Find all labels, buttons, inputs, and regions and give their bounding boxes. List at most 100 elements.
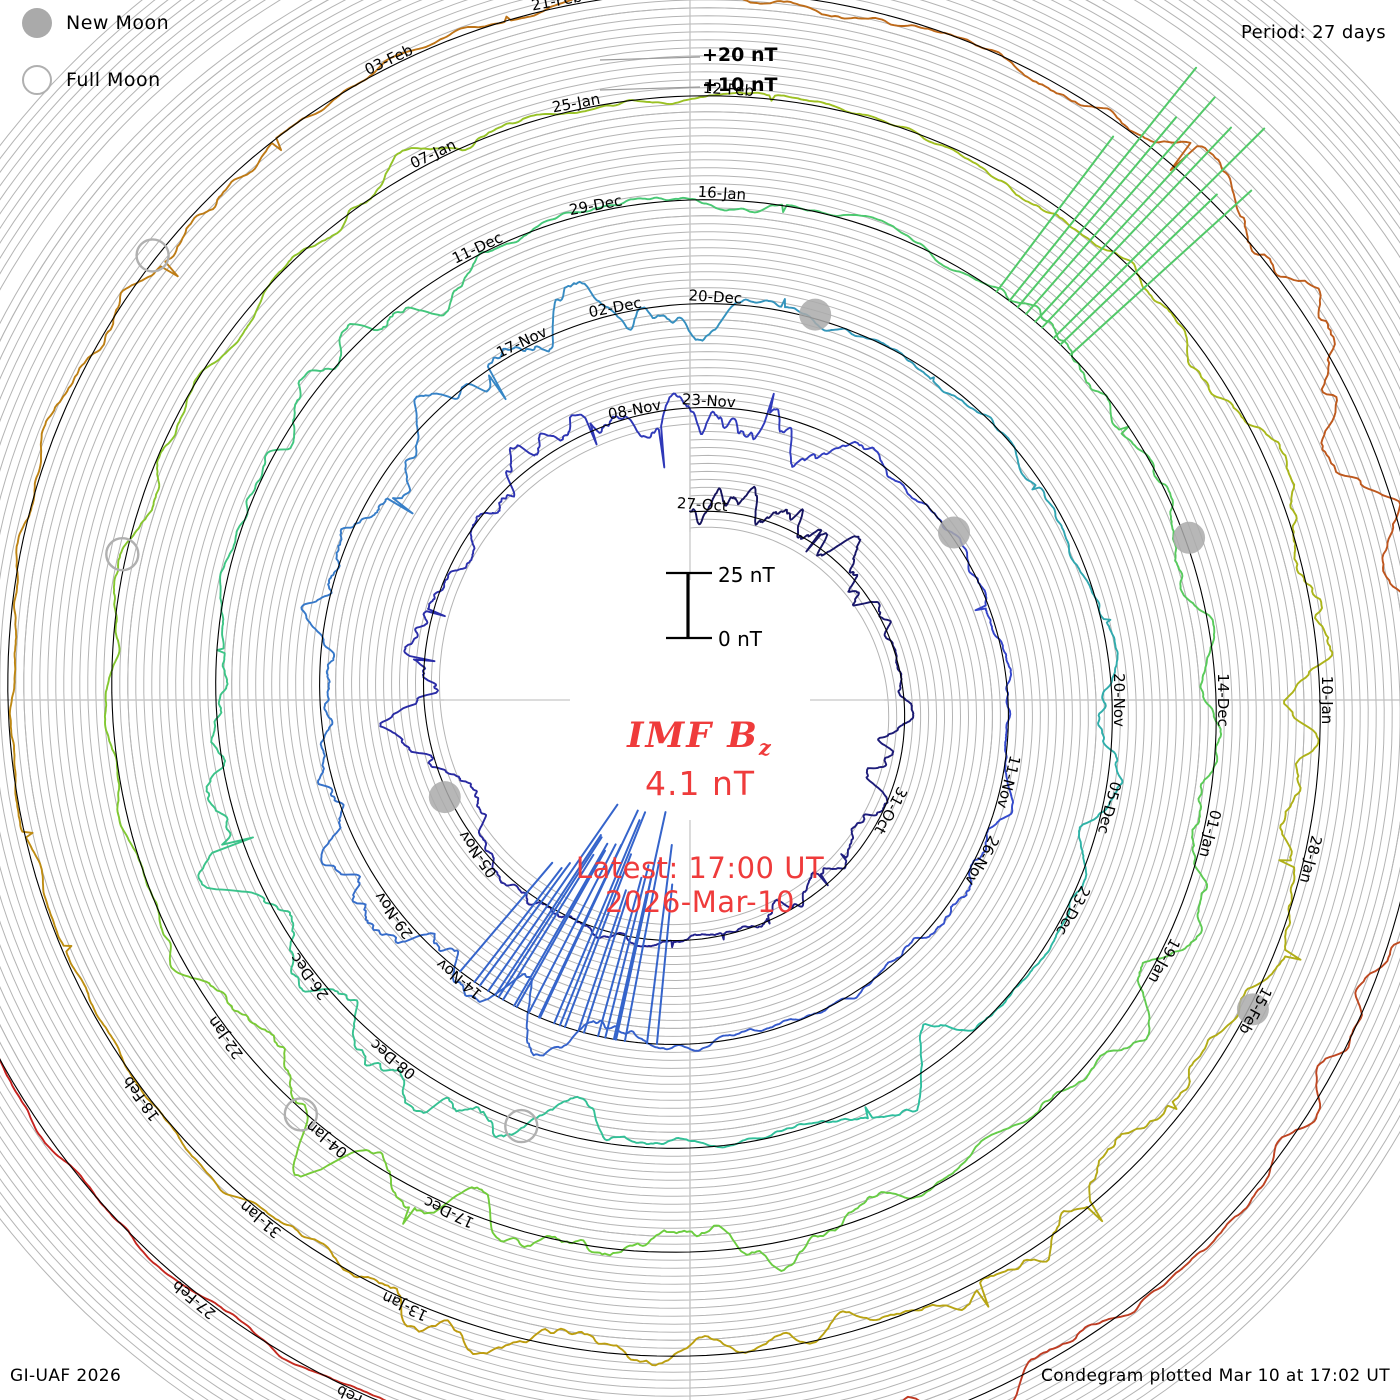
bz-trace-segment — [748, 1234, 819, 1272]
bz-trace-segment — [216, 627, 229, 690]
bz-trace-segment — [602, 1135, 661, 1146]
bz-trace-segment — [313, 1238, 386, 1286]
bz-trace-segment — [825, 1106, 887, 1124]
bz-trace-segment — [305, 201, 368, 250]
bz-trace-segment — [986, 794, 1014, 833]
legend-full-moon: Full Moon — [22, 65, 161, 95]
gridline-arc — [295, 279, 1033, 1069]
bz-trace-segment — [874, 17, 965, 40]
event-spike — [1059, 193, 1218, 346]
bz-trace-segment — [699, 298, 755, 342]
period-label: Period: 27 days — [1240, 22, 1386, 43]
bz-trace-segment — [1232, 406, 1290, 472]
bz-trace-segment — [816, 1194, 879, 1238]
bz-trace-segment — [742, 203, 809, 214]
bz-trace-segment — [33, 403, 59, 492]
event-spike — [995, 135, 1115, 293]
gridline-arc — [55, 39, 1273, 1309]
bz-trace-segment — [50, 915, 90, 995]
bz-trace-segment — [278, 1355, 372, 1395]
bz-trace-segment — [223, 508, 249, 568]
bz-trace-segment — [1381, 494, 1400, 588]
gridline-arc — [1220, 0, 1400, 176]
bz-trace-segment — [709, 927, 741, 941]
bz-trace-segment — [308, 621, 336, 675]
bz-trace-segment — [456, 1328, 547, 1355]
gridline-arc — [0, 0, 1361, 1397]
bz-trace-segment — [329, 528, 343, 579]
gridline-arc — [31, 15, 1297, 1333]
bz-trace-segment — [567, 413, 606, 446]
scale-bar-top-label: 25 nT — [718, 563, 775, 587]
event-spike — [583, 891, 630, 1034]
gridline-arc — [47, 31, 1281, 1317]
gridline-arc — [1260, 0, 1400, 137]
bz-trace-segment — [1014, 451, 1046, 497]
bz-trace-segment — [789, 508, 815, 540]
bz-trace-segment — [291, 1097, 335, 1178]
bz-trace-segment — [1320, 415, 1384, 497]
bz-trace-segment — [1199, 666, 1223, 736]
date-label: 18-Feb — [119, 1073, 164, 1125]
bz-trace-segment — [872, 216, 931, 253]
bz-trace-segment — [106, 265, 179, 333]
gridline-arc — [1233, 0, 1400, 163]
bz-trace-segment — [400, 737, 438, 769]
event-spike — [623, 859, 661, 1042]
bz-trace-segment — [384, 1284, 458, 1333]
bz-trace-segment — [433, 15, 522, 44]
new-moon-icon — [22, 8, 52, 38]
bz-trace-segment — [1253, 252, 1323, 321]
bz-trace-segment — [735, 1023, 779, 1036]
bz-trace-segment — [744, 392, 784, 441]
date-label: 03-Feb — [362, 41, 416, 79]
bz-trace-segment — [408, 395, 420, 460]
bz-trace-segment — [500, 881, 529, 905]
gridline-arc — [1101, 0, 1400, 289]
date-label: 12-Feb — [702, 79, 754, 100]
bz-trace-segment — [760, 508, 792, 524]
full-moon-icon — [22, 65, 52, 95]
gridline-arc — [1178, 0, 1400, 216]
date-label: 08-Nov — [606, 396, 662, 424]
bz-trace-segment — [403, 628, 436, 669]
bz-trace-segment — [1192, 865, 1208, 942]
event-spike — [614, 811, 667, 1041]
leader-line-20 — [599, 56, 701, 61]
bz-trace-segment — [1012, 1373, 1024, 1400]
bz-trace-segment — [369, 1393, 387, 1400]
bz-trace-segment — [1249, 1124, 1309, 1203]
bz-trace-segment — [770, 1120, 828, 1137]
bz-trace-segment — [1180, 1200, 1252, 1270]
gridline-arc — [1149, 0, 1400, 244]
bz-trace-segment — [862, 797, 889, 818]
event-spike — [604, 864, 650, 1039]
radial-axis-label-outer: +20 nT — [702, 44, 778, 66]
new-moon-marker — [1173, 521, 1206, 554]
imf-title-subscript: z — [758, 735, 773, 760]
bz-trace-segment — [877, 739, 895, 769]
bz-trace-segment — [332, 1149, 400, 1200]
bz-trace-segment — [692, 1033, 737, 1052]
date-label: 10-Jan — [1318, 676, 1336, 724]
event-spike — [553, 819, 641, 1025]
bz-trace-segment — [384, 457, 414, 515]
event-spike — [494, 834, 602, 997]
date-label: 17-Nov — [493, 322, 549, 361]
bz-trace-segment — [268, 395, 302, 453]
bz-trace-segment — [175, 363, 213, 431]
date-label: 27-Oct — [676, 494, 728, 515]
bz-trace-segment — [1106, 991, 1151, 1053]
gridline-arc — [335, 319, 993, 1029]
event-spike — [502, 853, 595, 1001]
date-label: 11-Dec — [449, 228, 505, 267]
bz-trace-segment — [943, 1131, 998, 1180]
bz-trace-segment — [1187, 1015, 1239, 1083]
legend-new-moon-label: New Moon — [66, 12, 170, 34]
